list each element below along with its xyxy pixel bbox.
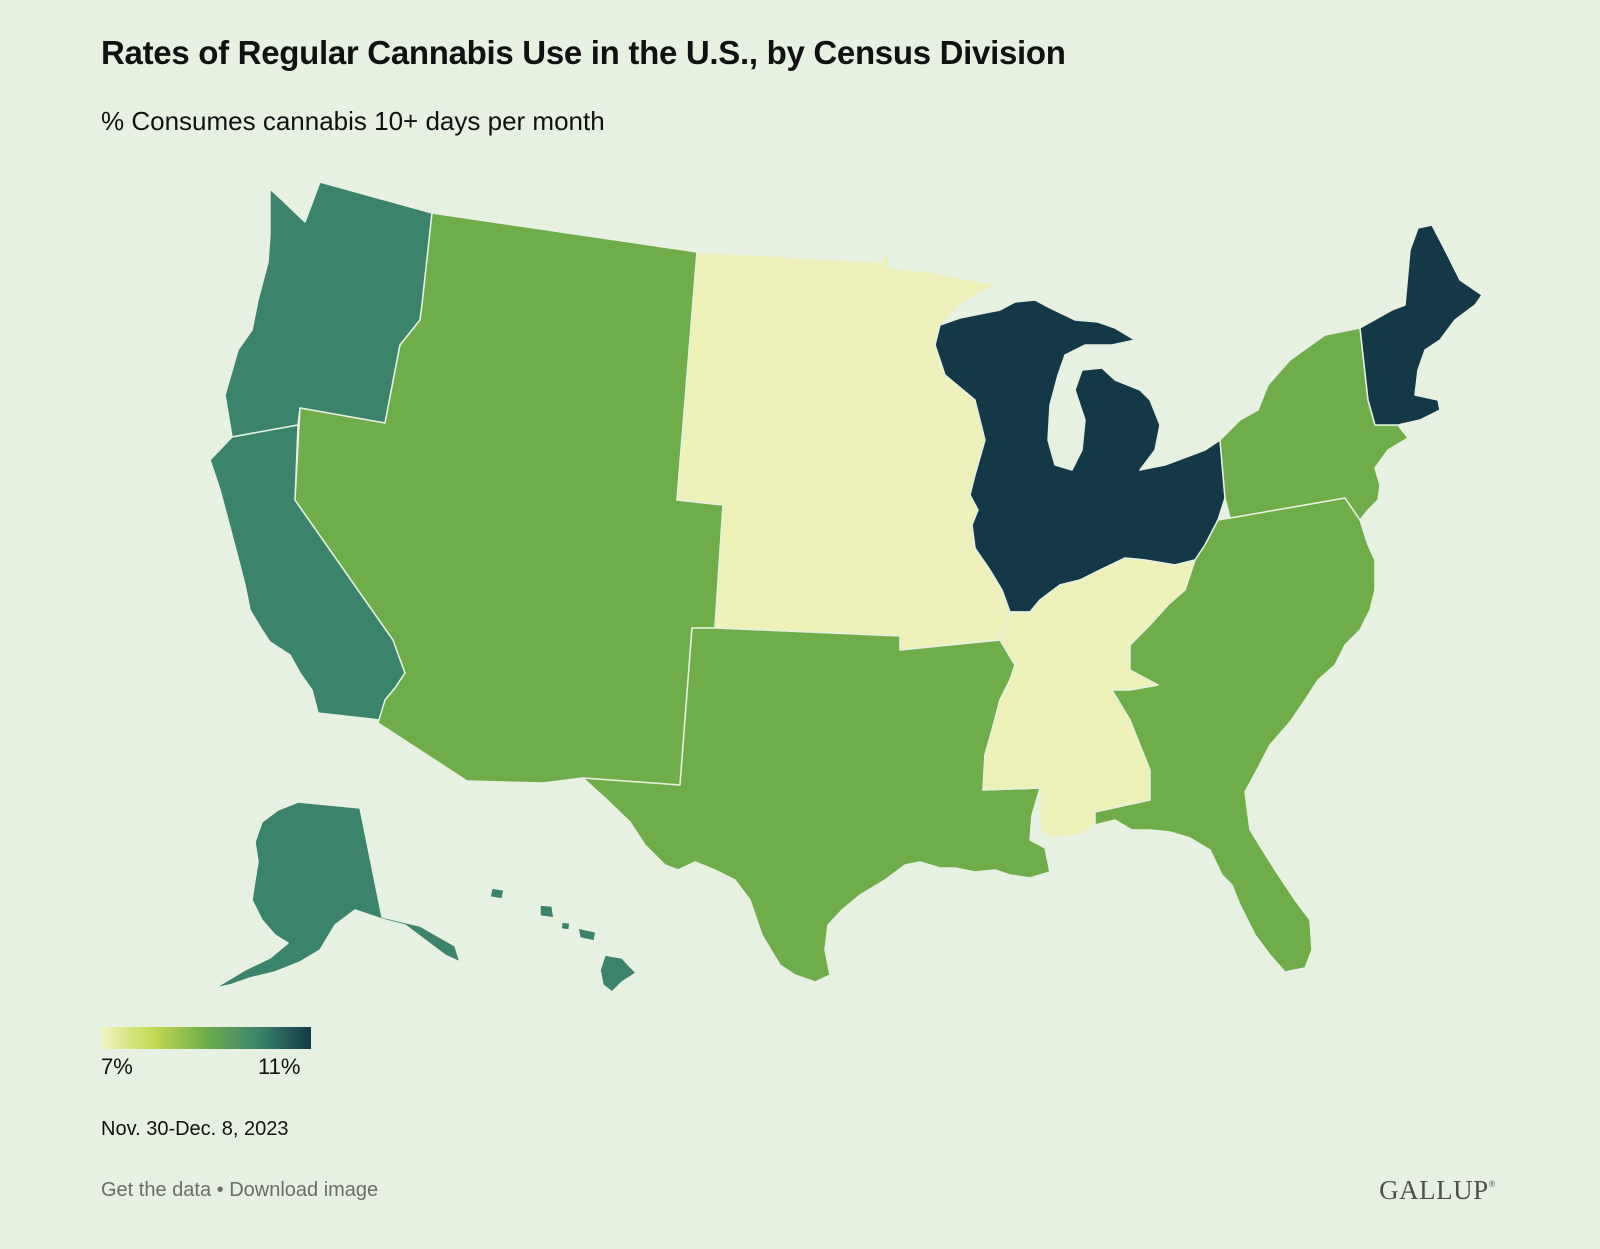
- registered-mark: ®: [1488, 1179, 1496, 1189]
- gallup-logo: GALLUP®: [1379, 1175, 1496, 1206]
- region-west-north-central[interactable]: [676, 247, 1011, 651]
- legend-max-label: 11%: [258, 1054, 301, 1079]
- survey-date: Nov. 30-Dec. 8, 2023: [101, 1118, 289, 1140]
- region-new-england[interactable]: [1359, 224, 1483, 426]
- gallup-logo-text: GALLUP: [1379, 1175, 1489, 1205]
- region-pacific-hi[interactable]: [489, 887, 637, 993]
- footer-separator: •: [211, 1179, 230, 1201]
- region-middle-atlantic[interactable]: [1219, 327, 1409, 521]
- region-east-north-central[interactable]: [934, 299, 1226, 613]
- region-pacific-ak[interactable]: [214, 801, 461, 989]
- legend-gradient-bar: [101, 1027, 311, 1049]
- chart-title: Rates of Regular Cannabis Use in the U.S…: [101, 34, 1066, 71]
- region-south-atlantic[interactable]: [1094, 497, 1376, 973]
- chart-subtitle: % Consumes cannabis 10+ days per month: [101, 106, 605, 136]
- legend-min-label: 7%: [101, 1054, 133, 1079]
- get-the-data-link[interactable]: Get the data: [101, 1179, 212, 1201]
- download-image-link[interactable]: Download image: [229, 1179, 379, 1201]
- footer-links: Get the data • Download image: [101, 1179, 378, 1202]
